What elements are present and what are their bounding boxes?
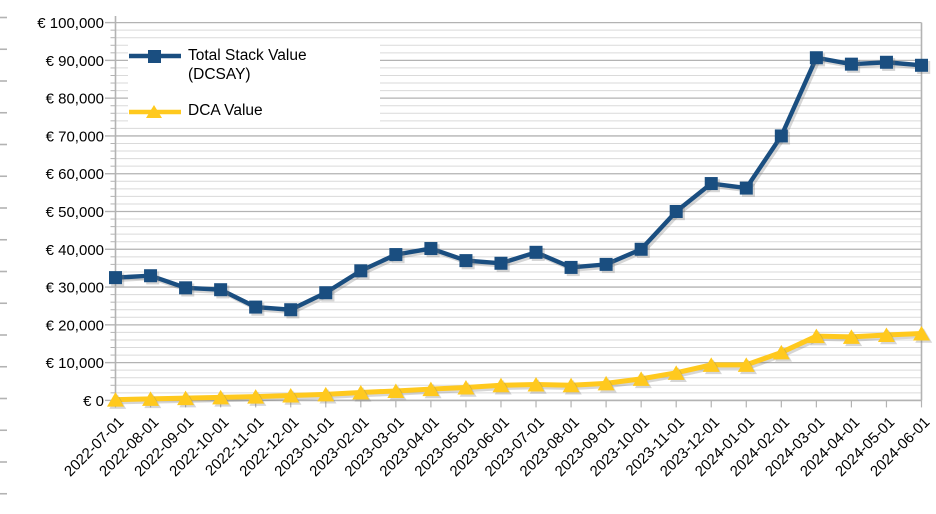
data-point-marker [634,242,648,256]
data-point-marker [772,344,790,360]
data-point-marker [144,269,158,283]
data-point-marker [669,205,683,218]
data-point-marker [702,357,720,372]
data-point-marker [212,389,230,405]
data-point-marker [354,264,368,278]
data-point-marker [109,271,122,285]
data-point-marker [877,327,895,343]
data-point-marker [387,383,405,398]
data-point-marker [529,245,543,259]
series-total-stack-value [109,51,931,319]
y-axis-label: € 90,000 [46,53,104,70]
data-point-marker [562,377,580,393]
y-axis-label: € 50,000 [46,204,104,221]
gridlines-minor [115,29,922,394]
y-axis-label: € 30,000 [46,280,104,297]
data-point-marker [913,326,930,341]
y-axis-label: € 60,000 [46,166,104,183]
data-point-marker [492,377,510,393]
data-point-marker [352,384,370,400]
data-point-marker [842,329,860,344]
data-point-marker [317,386,335,402]
left-edge-tick-marks [0,16,7,495]
data-point-marker [915,58,928,72]
legend-label-dca-value: DCA Value [188,102,263,119]
data-point-marker [632,371,650,386]
square-markers [109,51,931,319]
x-axis-labels: 2022-07-012022-08-012022-09-012022-10-01… [61,414,933,480]
data-point-marker [879,55,893,69]
y-axis-labels: € 0 € 10,000 € 20,000 € 30,000 € 40,000 € 50,… [37,15,104,410]
legend-item-dca-value: DCA Value [128,101,380,120]
y-axis-label: € 80,000 [46,91,104,108]
legend-label-total-stack-value: Total Stack Value (DCSAY) [188,47,307,83]
data-point-marker [282,387,300,403]
data-point-marker [667,365,685,380]
data-point-marker [527,377,545,392]
data-point-marker [107,392,124,407]
legend-item-total-stack-value: Total Stack Value (DCSAY) [128,46,380,84]
data-point-marker [809,51,823,65]
triangle-markers [107,326,933,409]
data-point-marker [424,242,438,256]
data-point-marker [179,281,193,295]
data-point-marker [457,380,475,395]
y-axis-label: € 20,000 [46,317,104,334]
data-point-marker [494,256,508,270]
y-axis-label: € 10,000 [46,355,104,372]
data-point-marker [249,300,263,314]
data-point-marker [319,286,333,300]
data-point-marker [807,328,825,344]
data-point-marker [844,57,858,71]
data-point-marker [142,391,160,406]
legend-swatch-triangle-marker-icon [129,105,181,118]
data-point-marker [737,357,755,372]
data-point-marker [599,257,613,271]
data-point-marker [389,248,403,262]
data-point-marker [214,283,228,297]
y-axis-ticks [105,21,116,402]
data-point-marker [739,181,753,195]
series-dca-value [107,326,933,409]
data-point-marker [704,177,718,191]
data-point-marker [177,390,195,406]
data-point-marker [597,375,615,391]
chart-legend: Total Stack Value (DCSAY) DCA Value [128,42,380,126]
data-point-marker [774,129,788,143]
data-point-marker [459,254,473,268]
data-point-marker [564,260,578,274]
legend-swatch-square-marker-icon [129,50,181,63]
y-axis-label: € 100,000 [37,15,104,32]
data-point-marker [284,303,298,317]
series-line [115,331,922,403]
data-point-marker [247,389,265,404]
data-point-marker [422,381,440,397]
y-axis-label: € 40,000 [46,242,104,259]
y-axis-label: € 70,000 [46,128,104,145]
y-axis-label: € 0 [83,393,104,410]
